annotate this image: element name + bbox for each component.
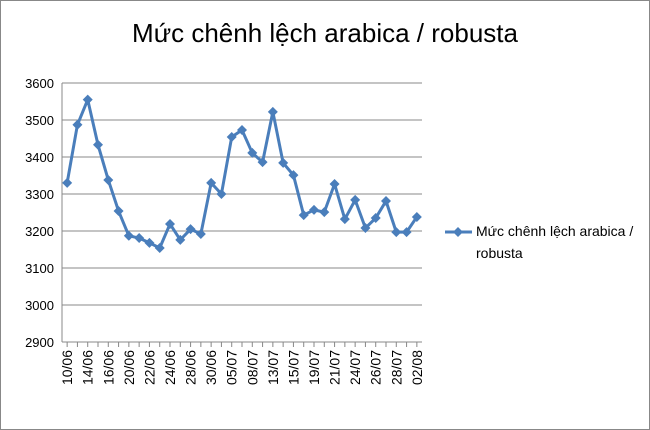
y-tick-label: 2900 xyxy=(25,335,54,350)
data-point xyxy=(278,157,289,168)
data-point xyxy=(103,174,114,185)
x-tick-label: 02/08 xyxy=(409,350,425,385)
x-tick-label: 13/07 xyxy=(265,350,281,385)
data-point xyxy=(165,218,175,229)
data-point xyxy=(329,179,340,190)
x-tick-label: 16/06 xyxy=(100,350,116,385)
x-tick-label: 08/07 xyxy=(244,350,260,385)
data-point xyxy=(72,119,83,130)
legend-marker xyxy=(453,227,463,237)
x-tick-label: 19/07 xyxy=(306,350,322,385)
legend-label: Mức chênh lệch arabica / robusta xyxy=(476,223,634,261)
x-tick-label: 22/06 xyxy=(141,350,157,385)
data-point xyxy=(226,132,237,143)
data-point xyxy=(175,234,186,245)
x-tick-label: 28/07 xyxy=(388,350,404,385)
x-tick-label: 15/07 xyxy=(285,350,301,385)
data-point xyxy=(267,106,278,117)
x-tick-label: 20/06 xyxy=(121,350,137,385)
y-tick-label: 3100 xyxy=(25,261,54,276)
data-point xyxy=(185,224,196,235)
x-tick-label: 30/06 xyxy=(203,350,219,385)
x-tick-label: 24/06 xyxy=(162,350,178,385)
x-tick-label: 26/07 xyxy=(368,350,384,385)
data-point xyxy=(288,170,299,181)
data-point xyxy=(319,207,330,218)
data-point xyxy=(257,157,268,168)
data-point xyxy=(134,233,145,244)
data-point xyxy=(309,204,319,215)
data-point xyxy=(381,196,391,207)
x-tick-label: 10/06 xyxy=(59,350,75,385)
x-tick-label: 28/06 xyxy=(183,350,199,385)
y-tick-label: 3600 xyxy=(25,76,54,91)
data-point xyxy=(62,177,73,188)
data-point xyxy=(206,177,217,188)
y-tick-label: 3000 xyxy=(25,298,54,313)
data-point xyxy=(123,230,134,241)
data-point xyxy=(93,139,103,150)
data-point xyxy=(350,194,361,205)
data-point xyxy=(216,189,227,199)
data-point xyxy=(298,210,309,221)
y-tick-label: 3200 xyxy=(25,224,54,239)
data-point xyxy=(113,206,124,217)
y-tick-label: 3400 xyxy=(25,150,54,165)
y-tick-label: 3300 xyxy=(25,187,54,202)
data-point xyxy=(391,227,402,238)
data-point xyxy=(411,211,422,222)
x-tick-label: 21/07 xyxy=(327,350,343,385)
x-tick-label: 24/07 xyxy=(347,350,363,385)
data-point xyxy=(237,124,247,135)
x-tick-label: 14/06 xyxy=(80,350,96,385)
chart-title: Mức chênh lệch arabica / robusta xyxy=(132,18,518,48)
data-point xyxy=(247,147,258,158)
data-point xyxy=(154,243,165,254)
x-tick-label: 05/07 xyxy=(224,350,240,385)
data-point xyxy=(339,214,350,225)
data-point xyxy=(195,228,206,239)
data-point xyxy=(401,227,412,238)
data-point xyxy=(82,94,93,105)
y-tick-label: 3500 xyxy=(25,113,54,128)
data-point xyxy=(370,213,381,224)
data-point xyxy=(360,223,371,234)
data-point xyxy=(144,237,155,248)
